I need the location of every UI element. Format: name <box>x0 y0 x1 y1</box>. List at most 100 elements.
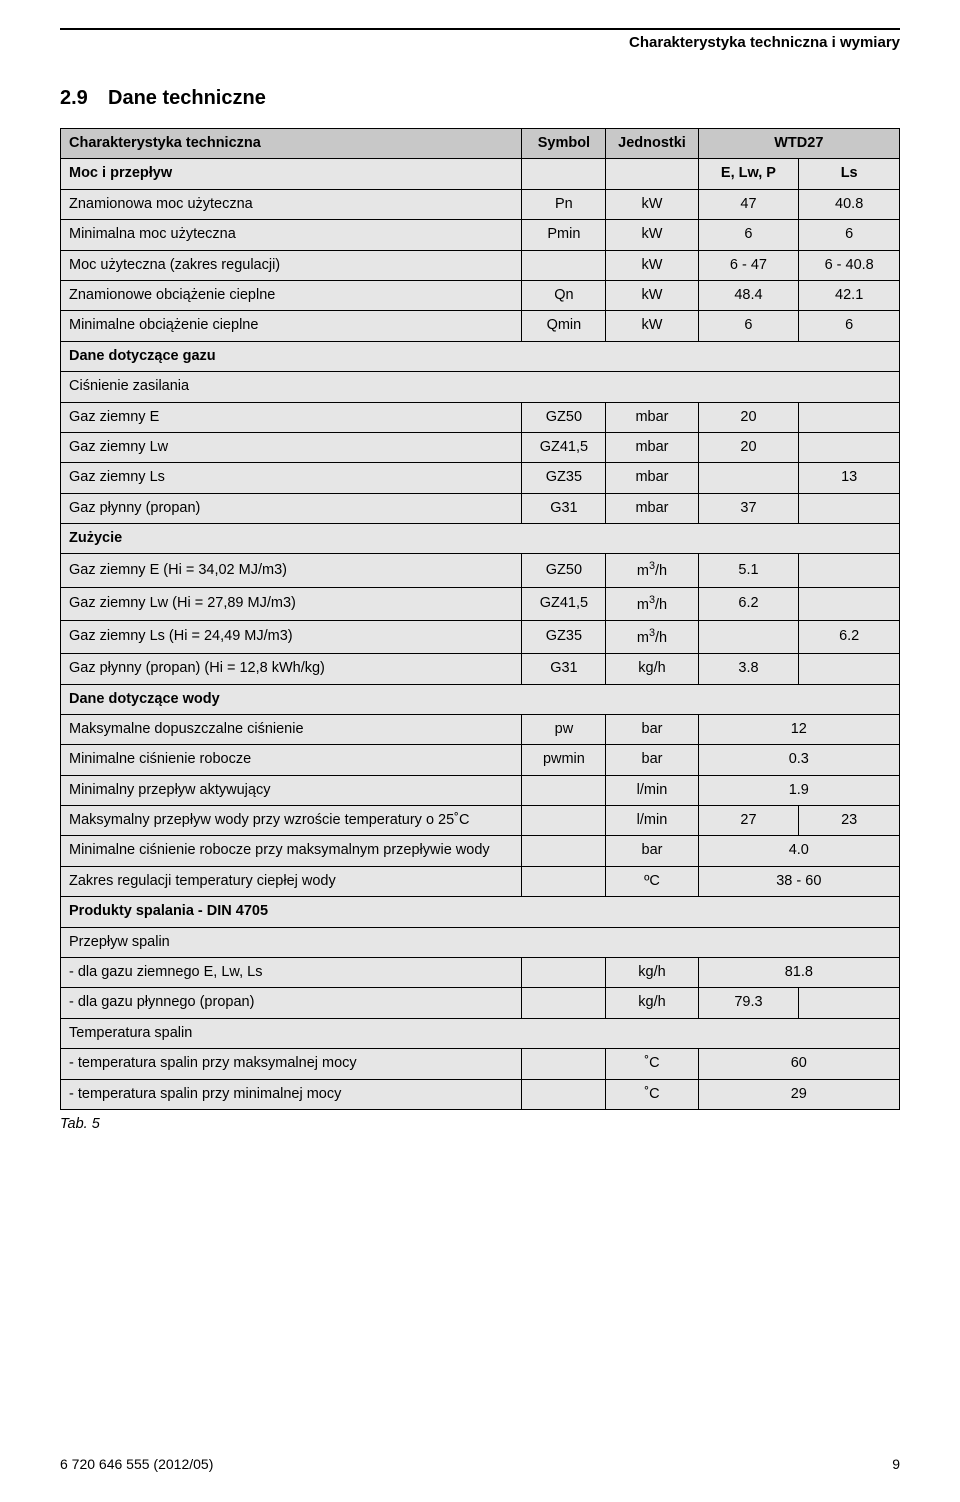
row-unit: ºC <box>606 866 698 896</box>
row-label: Gaz ziemny Ls (Hi = 24,49 MJ/m3) <box>61 620 522 653</box>
row-symbol <box>522 866 606 896</box>
row-label: Maksymalny przepływ wody przy wzroście t… <box>61 806 522 836</box>
row-symbol: Qn <box>522 280 606 310</box>
section-title-text: Dane techniczne <box>108 87 266 109</box>
row-symbol <box>522 806 606 836</box>
section-label: Dane dotyczące gazu <box>61 341 900 371</box>
row-symbol <box>522 988 606 1018</box>
row-symbol <box>522 775 606 805</box>
row-symbol <box>522 836 606 866</box>
row-symbol <box>522 1079 606 1109</box>
row-value-1: 5.1 <box>698 554 799 587</box>
row-value-2 <box>799 587 900 620</box>
page-footer: 6 720 646 555 (2012/05) 9 <box>60 1456 900 1472</box>
row-value-2: 6.2 <box>799 620 900 653</box>
table-row: Zakres regulacji temperatury ciepłej wod… <box>61 866 900 896</box>
section-label: Produkty spalania - DIN 4705 <box>61 897 900 927</box>
row-value-2: 6 <box>799 311 900 341</box>
table-row: Gaz płynny (propan) (Hi = 12,8 kWh/kg)G3… <box>61 654 900 684</box>
footer-left: 6 720 646 555 (2012/05) <box>60 1456 213 1472</box>
section-cell: Ls <box>799 159 900 189</box>
row-label: - temperatura spalin przy minimalnej moc… <box>61 1079 522 1109</box>
row-unit: m3/h <box>606 620 698 653</box>
row-unit: m3/h <box>606 587 698 620</box>
row-unit: ˚C <box>606 1079 698 1109</box>
row-value-2 <box>799 988 900 1018</box>
table-row: Gaz ziemny E (Hi = 34,02 MJ/m3)GZ50m3/h5… <box>61 554 900 587</box>
spec-table: Charakterystyka techniczna Symbol Jednos… <box>60 128 900 1110</box>
section-label: Moc i przepływ <box>61 159 522 189</box>
table-head: Charakterystyka techniczna Symbol Jednos… <box>61 129 900 159</box>
row-symbol: pw <box>522 714 606 744</box>
top-rule <box>60 28 900 30</box>
table-row: Minimalny przepływ aktywującyl/min1.9 <box>61 775 900 805</box>
row-value: 12 <box>698 714 899 744</box>
row-value: 29 <box>698 1079 899 1109</box>
table-section-row: Produkty spalania - DIN 4705 <box>61 897 900 927</box>
row-unit: kg/h <box>606 988 698 1018</box>
row-symbol <box>522 1049 606 1079</box>
table-row: Znamionowe obciążenie cieplneQnkW48.442.… <box>61 280 900 310</box>
row-value-2 <box>799 432 900 462</box>
row-value-2: 6 - 40.8 <box>799 250 900 280</box>
row-label: Minimalne obciążenie cieplne <box>61 311 522 341</box>
section-heading: 2.9Dane techniczne <box>60 87 900 110</box>
row-label: Minimalny przepływ aktywujący <box>61 775 522 805</box>
row-value: 81.8 <box>698 958 899 988</box>
footer-right: 9 <box>892 1456 900 1472</box>
row-value-1 <box>698 463 799 493</box>
row-value-1: 3.8 <box>698 654 799 684</box>
table-section-row: Zużycie <box>61 524 900 554</box>
section-cell: E, Lw, P <box>698 159 799 189</box>
row-unit: bar <box>606 714 698 744</box>
table-body: Moc i przepływE, Lw, PLsZnamionowa moc u… <box>61 159 900 1110</box>
table-row: Znamionowa moc użytecznaPnkW4740.8 <box>61 189 900 219</box>
subhead-label: Przepływ spalin <box>61 927 900 957</box>
row-symbol: G31 <box>522 493 606 523</box>
row-symbol <box>522 250 606 280</box>
table-row: - dla gazu ziemnego E, Lw, Lskg/h81.8 <box>61 958 900 988</box>
row-symbol: Qmin <box>522 311 606 341</box>
section-cell <box>522 159 606 189</box>
th-unit: Jednostki <box>606 129 698 159</box>
row-value: 4.0 <box>698 836 899 866</box>
row-symbol: GZ50 <box>522 402 606 432</box>
row-unit: kW <box>606 311 698 341</box>
row-value-1: 6 - 47 <box>698 250 799 280</box>
table-row: - temperatura spalin przy minimalnej moc… <box>61 1079 900 1109</box>
row-value-1 <box>698 620 799 653</box>
table-row: Minimalne obciążenie cieplneQminkW66 <box>61 311 900 341</box>
row-unit: m3/h <box>606 554 698 587</box>
row-value-2: 6 <box>799 220 900 250</box>
row-symbol: GZ41,5 <box>522 587 606 620</box>
table-row: Moc użyteczna (zakres regulacji)kW6 - 47… <box>61 250 900 280</box>
row-label: Maksymalne dopuszczalne ciśnienie <box>61 714 522 744</box>
row-symbol <box>522 958 606 988</box>
row-unit: bar <box>606 836 698 866</box>
table-row: Minimalne ciśnienie roboczepwminbar0.3 <box>61 745 900 775</box>
th-symbol: Symbol <box>522 129 606 159</box>
row-value-2 <box>799 554 900 587</box>
row-label: Znamionowa moc użyteczna <box>61 189 522 219</box>
subhead-label: Temperatura spalin <box>61 1018 900 1048</box>
row-label: Minimalne ciśnienie robocze przy maksyma… <box>61 836 522 866</box>
row-value-2: 23 <box>799 806 900 836</box>
table-row: Gaz ziemny Ls (Hi = 24,49 MJ/m3)GZ35m3/h… <box>61 620 900 653</box>
th-model: WTD27 <box>698 129 899 159</box>
table-row: Minimalne ciśnienie robocze przy maksyma… <box>61 836 900 866</box>
row-symbol: Pmin <box>522 220 606 250</box>
table-subhead-row: Przepływ spalin <box>61 927 900 957</box>
row-value-1: 20 <box>698 402 799 432</box>
row-label: Gaz płynny (propan) (Hi = 12,8 kWh/kg) <box>61 654 522 684</box>
table-row: Gaz płynny (propan)G31mbar37 <box>61 493 900 523</box>
table-section-row: Dane dotyczące wody <box>61 684 900 714</box>
row-value-2: 40.8 <box>799 189 900 219</box>
row-value-1: 48.4 <box>698 280 799 310</box>
section-label: Dane dotyczące wody <box>61 684 900 714</box>
row-label: Gaz ziemny E (Hi = 34,02 MJ/m3) <box>61 554 522 587</box>
row-unit: l/min <box>606 775 698 805</box>
row-value: 0.3 <box>698 745 899 775</box>
row-unit: ˚C <box>606 1049 698 1079</box>
row-unit: kW <box>606 189 698 219</box>
row-value-1: 79.3 <box>698 988 799 1018</box>
